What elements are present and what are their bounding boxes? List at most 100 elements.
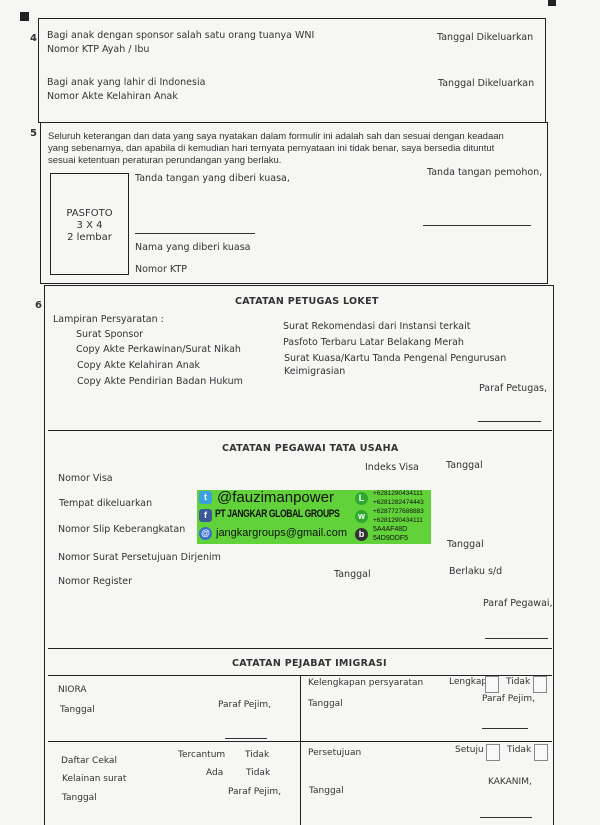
paraf-pejim-line[interactable] bbox=[225, 738, 267, 739]
place-issued-label: Tempat dikeluarkan bbox=[59, 498, 153, 509]
section-5-box bbox=[40, 122, 548, 284]
corner-marker bbox=[548, 0, 556, 6]
incomplete-checkbox[interactable] bbox=[533, 676, 547, 693]
issue-date-label: Tanggal Dikeluarkan bbox=[437, 32, 534, 43]
reject-checkbox[interactable] bbox=[534, 744, 548, 761]
divider bbox=[300, 675, 301, 825]
approve-checkbox[interactable] bbox=[486, 744, 500, 761]
phone-number: +6281290434111 bbox=[373, 517, 423, 524]
statement-text: yang sebenarnya, dan apabila di kemudian… bbox=[48, 143, 495, 154]
date-label: Tanggal bbox=[447, 539, 484, 550]
phone-number: +6281290434111 bbox=[373, 490, 423, 497]
section-6-box bbox=[44, 285, 554, 825]
paraf-pegawai-label: Paraf Pegawai, bbox=[483, 598, 553, 609]
bbm-pin: 5A4AF48D bbox=[373, 526, 408, 533]
divider bbox=[48, 648, 552, 649]
attachment-item: Copy Akte Pendirian Badan Hukum bbox=[77, 376, 243, 387]
facebook-icon: f bbox=[199, 509, 212, 522]
tata-usaha-title: CATATAN PEGAWAI TATA USAHA bbox=[222, 443, 399, 454]
pejabat-title: CATATAN PEJABAT IMIGRASI bbox=[232, 658, 387, 669]
birth-cert-label: Nomor Akte Kelahiran Anak bbox=[47, 91, 178, 102]
line-icon: L bbox=[355, 492, 368, 505]
visa-index-label: Indeks Visa bbox=[365, 462, 419, 473]
kakanim-label: KAKANIM, bbox=[488, 777, 532, 787]
section-number: 5 bbox=[30, 128, 37, 139]
email-icon: @ bbox=[199, 527, 212, 540]
departure-slip-label: Nomor Slip Keberangkatan bbox=[58, 524, 186, 535]
ktp-parent-label: Nomor KTP Ayah / Ibu bbox=[47, 44, 150, 55]
phone-number: +6287727688883 bbox=[373, 508, 424, 515]
paraf-pejim-label: Paraf Pejim, bbox=[218, 700, 272, 710]
applicant-signature-label: Tanda tangan pemohon, bbox=[427, 167, 543, 178]
email-address: jangkargroups@gmail.com bbox=[216, 527, 348, 539]
paraf-petugas-line[interactable] bbox=[478, 421, 541, 422]
date-label: Tanggal bbox=[60, 705, 95, 715]
approval-letter-label: Nomor Surat Persetujuan Dirjenim bbox=[58, 552, 221, 563]
corner-marker bbox=[20, 12, 29, 21]
reject-option-label: Tidak bbox=[507, 745, 532, 755]
anomaly-no-label: Tidak bbox=[246, 768, 271, 778]
listed-option-label: Tercantum bbox=[178, 750, 226, 760]
photo-size: 3 X 4 bbox=[76, 220, 103, 231]
section-number: 4 bbox=[30, 33, 37, 44]
attachment-item: Surat Kuasa/Kartu Tanda Pengenal Penguru… bbox=[284, 353, 507, 364]
date-label: Tanggal bbox=[308, 699, 343, 709]
paraf-petugas-label: Paraf Petugas, bbox=[479, 383, 548, 394]
complete-checkbox[interactable] bbox=[485, 676, 499, 693]
whatsapp-icon: w bbox=[355, 510, 368, 523]
statement-text: sesuai ketentuan peraturan perundangan y… bbox=[48, 155, 282, 166]
complete-option-label: Lengkap bbox=[449, 677, 488, 687]
attachment-item: Surat Sponsor bbox=[76, 329, 144, 340]
applicant-signature-line[interactable] bbox=[423, 225, 531, 226]
twitter-handle: @fauzimanpower bbox=[217, 489, 334, 506]
date-label: Tanggal bbox=[62, 793, 97, 803]
date-label: Tanggal bbox=[309, 786, 344, 796]
blacklist-label: Daftar Cekal bbox=[61, 756, 117, 766]
section-number: 6 bbox=[35, 300, 42, 311]
attachments-label: Lampiran Persyaratan : bbox=[53, 314, 164, 325]
photo-label: PASFOTO bbox=[66, 208, 113, 219]
approve-option-label: Setuju bbox=[455, 745, 484, 755]
date-label: Tanggal bbox=[334, 569, 371, 580]
company-name: PT JANGKAR GLOBAL GROUPS bbox=[215, 508, 340, 520]
bbm-icon: b bbox=[355, 528, 368, 541]
approval-label: Persetujuan bbox=[308, 748, 362, 758]
contact-watermark: t @fauzimanpower f PT JANGKAR GLOBAL GRO… bbox=[197, 489, 431, 544]
divider bbox=[48, 430, 552, 431]
issue-date-label: Tanggal Dikeluarkan bbox=[438, 78, 535, 89]
attachment-item: Pasfoto Terbaru Latar Belakang Merah bbox=[283, 337, 464, 348]
bbm-pin: 54D9DDF5 bbox=[373, 535, 409, 542]
proxy-signature-label: Tanda tangan yang diberi kuasa, bbox=[135, 173, 290, 184]
attachment-item: Keimigrasian bbox=[284, 366, 346, 377]
photo-box: PASFOTO 3 X 4 2 lembar bbox=[50, 173, 129, 275]
photo-count: 2 lembar bbox=[67, 232, 112, 243]
phone-number: +6281282474443 bbox=[373, 499, 424, 506]
proxy-name-label: Nama yang diberi kuasa bbox=[135, 242, 251, 253]
attachment-item: Copy Akte Kelahiran Anak bbox=[77, 360, 201, 371]
born-label: Bagi anak yang lahir di Indonesia bbox=[47, 77, 206, 88]
visa-number-label: Nomor Visa bbox=[58, 473, 113, 484]
not-listed-option-label: Tidak bbox=[245, 750, 270, 760]
paraf-pejim-label: Paraf Pejim, bbox=[228, 787, 282, 797]
kakanim-signature-line[interactable] bbox=[480, 817, 532, 818]
sponsor-label: Bagi anak dengan sponsor salah satu oran… bbox=[47, 30, 315, 41]
letter-anomaly-label: Kelainan surat bbox=[62, 774, 127, 784]
valid-until-label: Berlaku s/d bbox=[449, 566, 503, 577]
loket-title: CATATAN PETUGAS LOKET bbox=[235, 296, 379, 307]
paraf-pejim-label: Paraf Pejim, bbox=[482, 694, 536, 704]
proxy-signature-line[interactable] bbox=[135, 233, 255, 234]
niora-label: NIORA bbox=[58, 685, 87, 695]
paraf-pejim-line[interactable] bbox=[482, 728, 528, 729]
completeness-label: Kelengkapan persyaratan bbox=[308, 678, 424, 688]
twitter-icon: t bbox=[199, 491, 212, 504]
incomplete-option-label: Tidak bbox=[506, 677, 531, 687]
statement-text: Seluruh keterangan dan data yang saya ny… bbox=[48, 131, 504, 142]
register-number-label: Nomor Register bbox=[58, 576, 133, 587]
ktp-number-label: Nomor KTP bbox=[135, 264, 187, 275]
attachment-item: Surat Rekomendasi dari Instansi terkait bbox=[283, 321, 471, 332]
anomaly-yes-label: Ada bbox=[206, 768, 224, 778]
date-label: Tanggal bbox=[446, 460, 483, 471]
divider bbox=[48, 741, 552, 742]
paraf-pegawai-line[interactable] bbox=[485, 638, 548, 639]
